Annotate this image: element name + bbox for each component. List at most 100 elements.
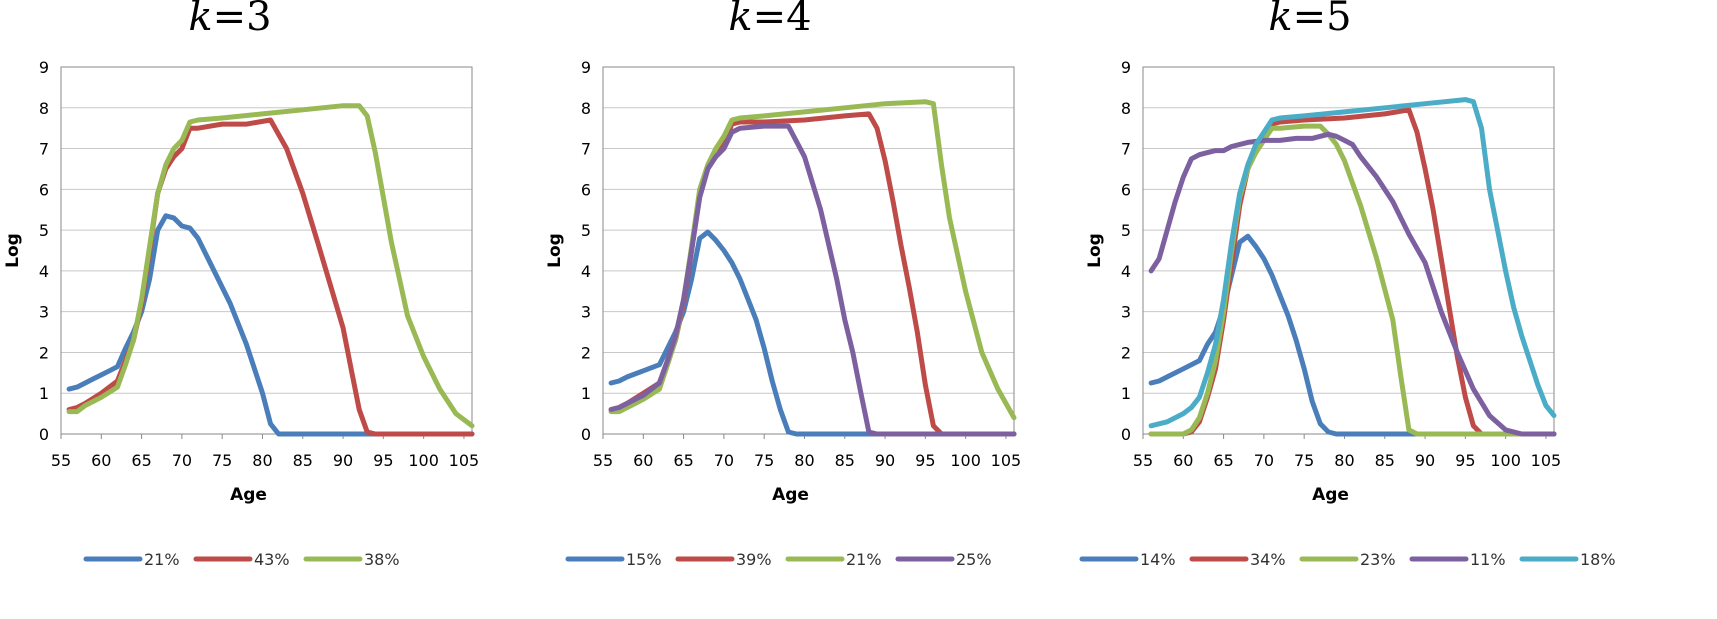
y-tick-label: 3 [39, 303, 49, 322]
y-tick-label: 7 [1121, 140, 1131, 159]
y-tick-label: 6 [581, 180, 591, 199]
legend-entry-2: 34% [1250, 550, 1286, 569]
chart-title: k=3 [188, 0, 271, 40]
y-tick-label: 4 [581, 262, 591, 281]
chart-panel-1: k=3 0 1 2 3 4 5 6 7 8 9 55 60 65 70 75 80 85 90 95 100 105 Age… [3, 0, 479, 569]
y-tick-label: 3 [581, 303, 591, 322]
x-tick-label: 80 [1334, 451, 1354, 470]
x-tick-label: 65 [673, 451, 693, 470]
x-tick-label: 80 [794, 451, 814, 470]
x-tick-label: 100 [408, 451, 439, 470]
y-tick-label: 1 [581, 384, 591, 403]
y-tick-label: 8 [39, 99, 49, 118]
legend-entry-1: 21% [144, 550, 180, 569]
y-tick-label: 5 [581, 221, 591, 240]
x-tick-label: 70 [172, 451, 192, 470]
y-tick-label: 5 [1121, 221, 1131, 240]
y-tick-label: 9 [39, 58, 49, 77]
x-axis-label: Age [230, 485, 267, 505]
chart-panel-3: k=5 0 1 2 3 4 5 6 7 8 9 55 60 65 70 75 80 85 90 95 100 105 Age… [1079, 0, 1616, 569]
legend-entry-5: 18% [1580, 550, 1616, 569]
legend: 21% 43% 38% [83, 550, 400, 569]
series-line-1 [608, 229, 1017, 437]
x-tick-label: 105 [449, 451, 480, 470]
series-line-1 [1148, 233, 1557, 437]
x-tick-label: 95 [373, 451, 393, 470]
x-tick-label: 85 [1375, 451, 1395, 470]
series-line-5 [1148, 97, 1557, 429]
x-tick-label: 80 [252, 451, 272, 470]
y-tick-label: 6 [1121, 180, 1131, 199]
y-tick-label: 2 [581, 343, 591, 362]
chart-title-variable: k [1268, 0, 1292, 40]
x-tick-label: 70 [714, 451, 734, 470]
x-tick-label: 70 [1254, 451, 1274, 470]
x-tick-label: 100 [950, 451, 981, 470]
y-axis-label: Log [3, 233, 23, 268]
series-line-4 [608, 123, 1017, 437]
x-tick-label: 100 [1490, 451, 1521, 470]
x-tick-label: 90 [1415, 451, 1435, 470]
y-tick-label: 4 [39, 262, 49, 281]
x-tick-label: 75 [1294, 451, 1314, 470]
x-tick-label: 95 [1455, 451, 1475, 470]
legend-entry-3: 21% [846, 550, 882, 569]
y-tick-label: 2 [1121, 343, 1131, 362]
y-tick-label: 2 [39, 343, 49, 362]
legend-entry-4: 11% [1470, 550, 1506, 569]
legend-entry-2: 43% [254, 550, 290, 569]
y-tick-label: 8 [1121, 99, 1131, 118]
series-line-2 [608, 111, 1017, 437]
x-tick-label: 95 [915, 451, 935, 470]
x-tick-label: 75 [212, 451, 232, 470]
y-tick-label: 5 [39, 221, 49, 240]
y-tick-label: 4 [1121, 262, 1131, 281]
chart-title-rest: =4 [753, 0, 812, 40]
y-axis-label: Log [1085, 233, 1105, 268]
x-tick-label: 65 [131, 451, 151, 470]
legend-entry-2: 39% [736, 550, 772, 569]
series-line-3 [608, 99, 1017, 421]
y-tick-label: 0 [581, 425, 591, 444]
y-tick-label: 8 [581, 99, 591, 118]
y-tick-label: 7 [581, 140, 591, 159]
legend-entry-3: 23% [1360, 550, 1396, 569]
x-tick-label: 60 [633, 451, 653, 470]
series-line-2 [66, 117, 475, 437]
legend-entry-4: 25% [956, 550, 992, 569]
x-tick-label: 85 [293, 451, 313, 470]
y-tick-label: 3 [1121, 303, 1131, 322]
x-tick-label: 75 [754, 451, 774, 470]
series-line-3 [66, 103, 475, 429]
x-axis-label: Age [772, 485, 809, 505]
y-tick-label: 9 [1121, 58, 1131, 77]
chart-panel-2: k=4 0 1 2 3 4 5 6 7 8 9 55 60 65 70 75 80 85 90 95 100 105 Age… [545, 0, 1021, 569]
y-tick-label: 7 [39, 140, 49, 159]
x-tick-label: 85 [835, 451, 855, 470]
x-tick-label: 90 [875, 451, 895, 470]
x-tick-label: 55 [593, 451, 613, 470]
series-line-4 [1148, 131, 1557, 437]
x-tick-label: 60 [91, 451, 111, 470]
y-tick-label: 0 [39, 425, 49, 444]
x-tick-label: 105 [1531, 451, 1562, 470]
x-tick-label: 55 [51, 451, 71, 470]
chart-title: k=5 [1268, 0, 1351, 40]
legend-entry-1: 15% [626, 550, 662, 569]
y-tick-label: 9 [581, 58, 591, 77]
chart-title: k=4 [728, 0, 811, 40]
legend: 14% 34% 23% 11% 18% [1079, 550, 1616, 569]
x-tick-label: 55 [1133, 451, 1153, 470]
y-tick-label: 0 [1121, 425, 1131, 444]
legend-entry-1: 14% [1140, 550, 1176, 569]
y-tick-label: 1 [39, 384, 49, 403]
x-tick-label: 65 [1213, 451, 1233, 470]
y-axis-label: Log [545, 233, 565, 268]
x-axis-label: Age [1312, 485, 1349, 505]
legend-entry-3: 38% [364, 550, 400, 569]
plot-frame [60, 66, 473, 435]
legend: 15% 39% 21% 25% [565, 550, 992, 569]
chart-title-variable: k [188, 0, 212, 40]
y-tick-label: 1 [1121, 384, 1131, 403]
